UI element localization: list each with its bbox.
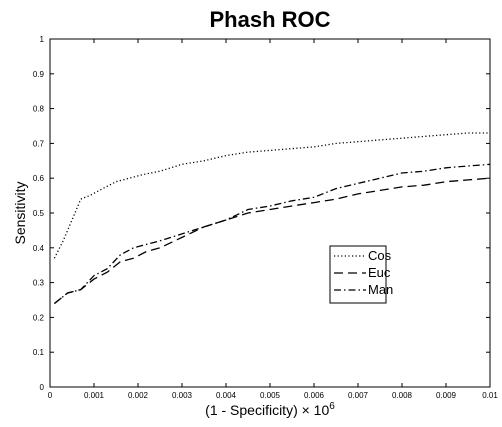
x-tick-label: 0.002	[128, 391, 149, 400]
x-tick-label: 0	[48, 391, 53, 400]
x-tick-label: 0.004	[216, 391, 237, 400]
x-tick-label: 0.01	[482, 391, 498, 400]
legend-label-euc: Euc	[368, 265, 391, 280]
y-tick-label: 0	[40, 383, 45, 392]
y-tick-label: 0.4	[33, 244, 45, 253]
y-tick-label: 0.8	[33, 105, 45, 114]
y-tick-label: 0.5	[33, 209, 45, 218]
legend: Cos Euc Man	[329, 245, 393, 304]
plot-frame	[49, 38, 491, 388]
chart-title: Phash ROC	[209, 7, 330, 32]
x-tick-label: 0.006	[304, 391, 325, 400]
x-axis-label: (1 - Specificity) × 106	[205, 401, 335, 418]
legend-label-man: Man	[368, 282, 393, 297]
y-tick-label: 0.9	[33, 70, 45, 79]
series-line-euc	[53, 177, 491, 305]
y-axis-label: Sensitivity	[12, 181, 28, 244]
series-layer	[53, 132, 491, 305]
x-tick-label: 0.007	[348, 391, 369, 400]
x-tick-label: 0.001	[84, 391, 105, 400]
x-axis-label-exponent: 6	[329, 401, 335, 412]
y-tick-label: 0.6	[33, 174, 45, 183]
legend-label-cos: Cos	[368, 248, 392, 263]
series-line-man	[53, 163, 491, 305]
y-tick-label: 0.2	[33, 313, 45, 322]
x-tick-label: 0.008	[392, 391, 413, 400]
legend-box	[329, 245, 387, 304]
x-axis-label-base: (1 - Specificity) × 10	[205, 402, 329, 418]
axis-ticks: 0 0.001 0.002 0.003 0.004 0.005 0.006 0.007 0.00…	[33, 35, 498, 400]
x-tick-label: 0.003	[172, 391, 193, 400]
series-line-cos	[53, 132, 490, 259]
x-tick-label: 0.005	[260, 391, 281, 400]
y-tick-label: 0.1	[33, 348, 45, 357]
y-tick-label: 0.7	[33, 139, 45, 148]
x-tick-label: 0.009	[436, 391, 457, 400]
y-tick-label: 0.3	[33, 279, 45, 288]
y-tick-label: 1	[40, 35, 45, 44]
